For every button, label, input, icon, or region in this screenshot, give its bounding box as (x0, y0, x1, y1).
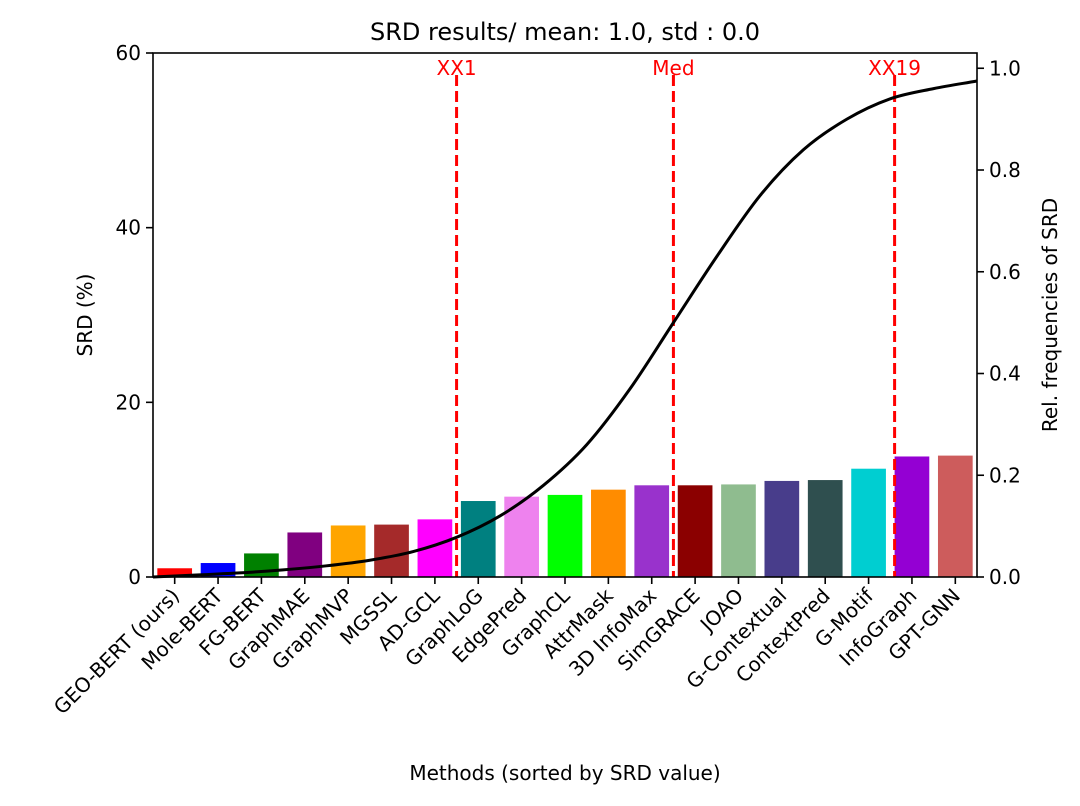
y-tick-label: 0 (128, 565, 141, 589)
bar (807, 480, 843, 577)
bar (851, 468, 886, 577)
bar (460, 501, 496, 577)
y2-axis-label: Rel. frequencies of SRD (1038, 198, 1062, 432)
marker-label: XX1 (437, 56, 477, 80)
bar (677, 485, 713, 577)
marker-label: Med (652, 56, 694, 80)
x-axis-label: Methods (sorted by SRD value) (409, 761, 720, 785)
bar (591, 489, 626, 577)
bar (721, 484, 756, 577)
y2-tick-label: 0.2 (989, 463, 1021, 487)
y-tick-label: 40 (116, 216, 141, 240)
bar (374, 524, 409, 577)
y2-tick-label: 0.6 (989, 260, 1021, 284)
bar (157, 568, 193, 577)
bar (894, 456, 930, 577)
bar (937, 455, 973, 577)
y2-tick-label: 1.0 (989, 56, 1021, 80)
plot-area: XX1 Med XX1902040600.00.20.40.60.81.0GEO-B… (49, 41, 1021, 719)
bar (634, 485, 670, 577)
cdf-curve (152, 79, 978, 579)
y-tick-label: 60 (116, 41, 141, 65)
y-tick-label: 20 (116, 390, 141, 414)
y2-tick-label: 0.0 (989, 565, 1021, 589)
chart-title: SRD results/ mean: 1.0, std : 0.0 (370, 18, 760, 46)
bar (764, 480, 800, 577)
bar (547, 494, 583, 577)
y2-tick-label: 0.4 (989, 362, 1021, 386)
marker-label: XX19 (868, 56, 921, 80)
y-axis-label: SRD (%) (73, 274, 97, 357)
bar (330, 525, 366, 577)
y2-tick-label: 0.8 (989, 158, 1021, 182)
